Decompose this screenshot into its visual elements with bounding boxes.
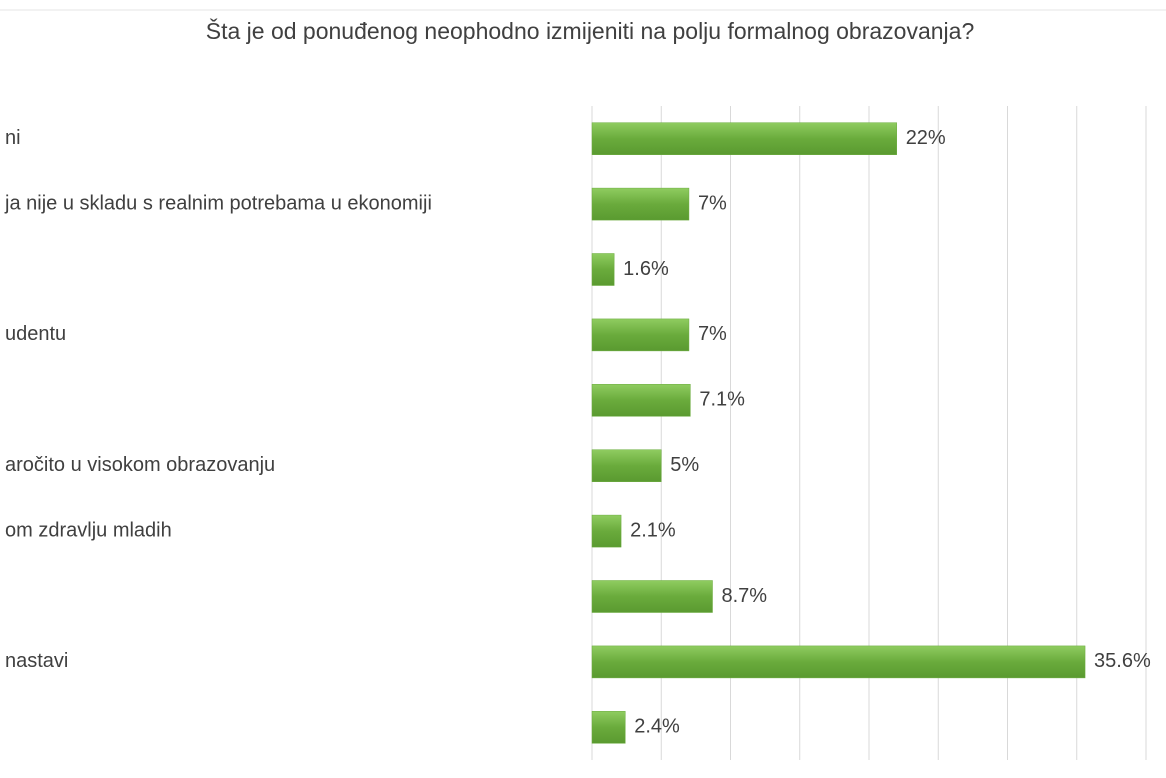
category-label: om zdravlju mladih <box>5 519 172 541</box>
bar <box>591 580 713 613</box>
bar <box>591 187 690 221</box>
value-label: 7.1% <box>699 389 745 411</box>
bar <box>591 449 662 482</box>
value-label: 7% <box>698 192 727 214</box>
value-label: 5% <box>670 454 699 476</box>
value-label: 22% <box>906 127 946 149</box>
value-label: 8.7% <box>721 585 767 607</box>
value-label: 7% <box>698 323 727 345</box>
category-label: nastavi <box>5 650 68 672</box>
category-label: udentu <box>5 323 66 345</box>
value-label: 2.4% <box>634 716 680 738</box>
value-label: 1.6% <box>623 258 669 280</box>
bar <box>591 384 691 417</box>
bar <box>591 645 1086 679</box>
bar <box>591 514 622 548</box>
value-label: 35.6% <box>1094 650 1151 672</box>
bar <box>591 711 626 744</box>
bar <box>591 122 897 155</box>
value-label: 2.1% <box>630 519 676 541</box>
category-label: aročito u visokom obrazovanju <box>5 454 275 476</box>
bar <box>591 318 690 352</box>
category-label: ni <box>5 127 21 149</box>
category-label: ja nije u skladu s realnim potrebama u e… <box>4 192 432 214</box>
bar <box>591 253 615 286</box>
chart-title: Šta je od ponuđenog neophodno izmijeniti… <box>205 18 975 44</box>
